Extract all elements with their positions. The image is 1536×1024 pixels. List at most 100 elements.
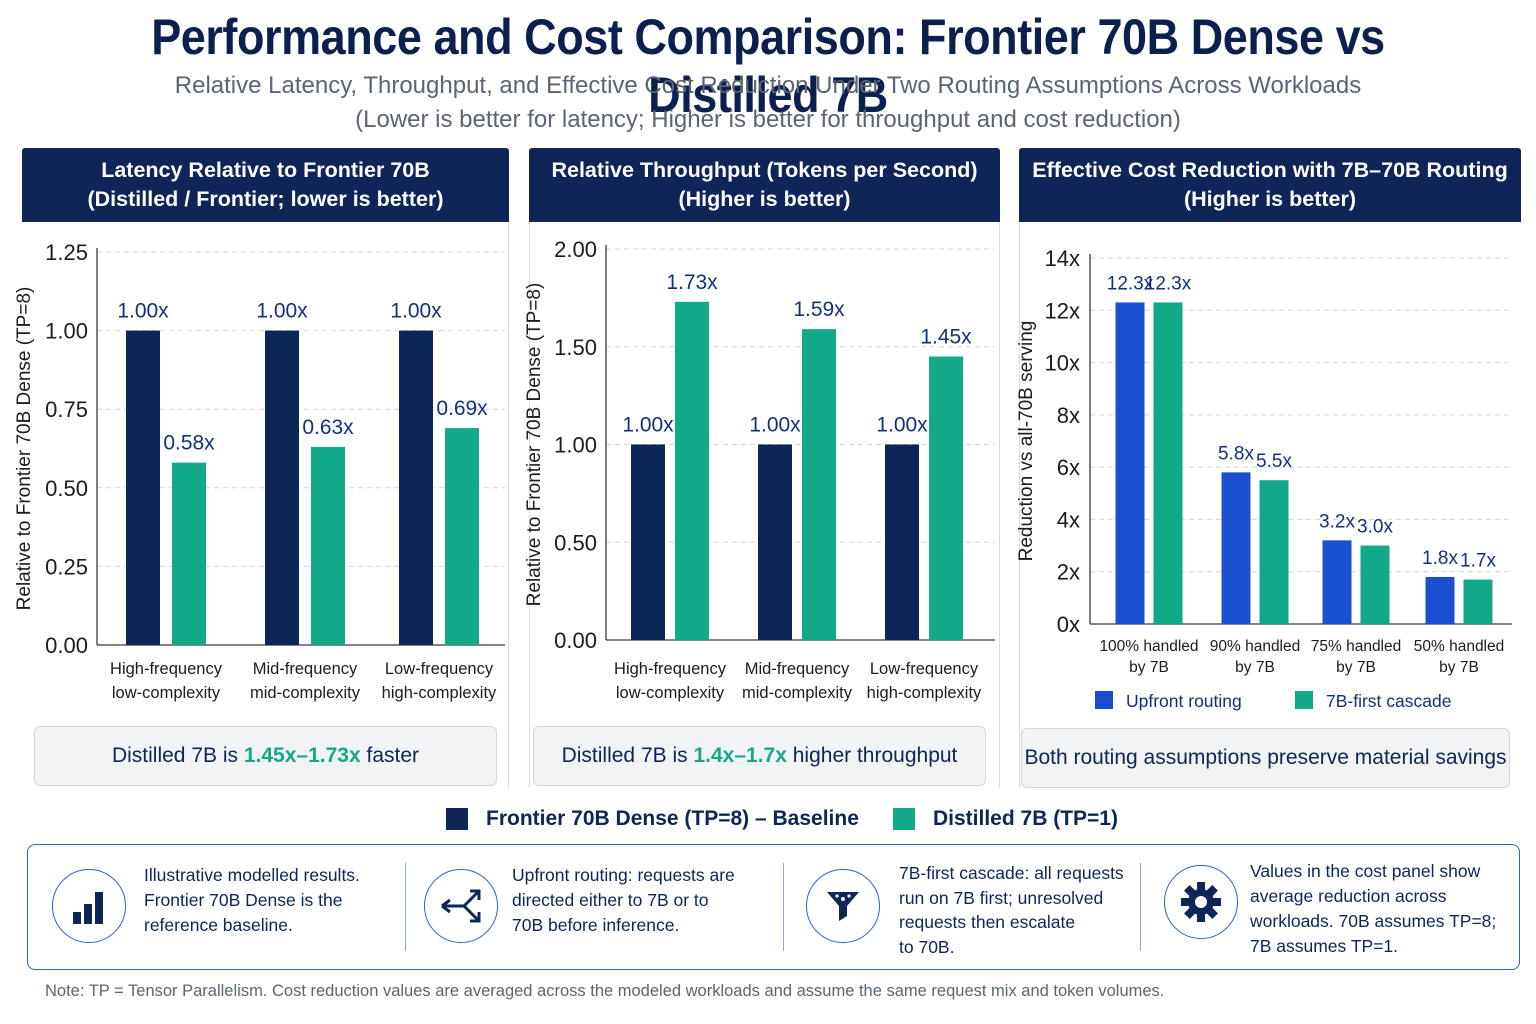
y-axis-label: Relative to Frontier 70B Dense (TP=8) xyxy=(14,287,35,611)
bar xyxy=(1153,302,1183,624)
footnote: Note: TP = Tensor Parallelism. Cost redu… xyxy=(45,982,1165,1000)
legend-label: Upfront routing xyxy=(1126,691,1242,711)
x-tick-label: mid-complexity xyxy=(742,684,853,702)
y-tick-label: 0.25 xyxy=(45,554,88,579)
x-tick-label: Low-frequency xyxy=(870,660,979,678)
bar xyxy=(1425,576,1455,624)
y-tick-label: 2x xyxy=(1057,560,1080,585)
x-tick-label: High-frequency xyxy=(110,660,223,678)
page-subtitle: Relative Latency, Throughput, and Effect… xyxy=(174,72,1362,99)
bar-chart-icon xyxy=(52,869,126,943)
legend-baseline-label: Frontier 70B Dense (TP=8) – Baseline xyxy=(486,807,859,830)
page-subtitle-note: (Lower is better for latency; Higher is … xyxy=(355,106,1181,133)
bar xyxy=(1221,472,1251,624)
latency-callout-prefix: Distilled 7B is xyxy=(111,744,244,767)
throughput-callout-prefix: Distilled 7B is xyxy=(561,744,694,767)
y-tick-label: 0.00 xyxy=(45,633,88,658)
legend-swatch xyxy=(1295,691,1313,709)
x-tick-label: 75% handled xyxy=(1311,638,1402,655)
y-tick-label: 14x xyxy=(1045,246,1080,271)
data-label: 1.00x xyxy=(749,414,801,437)
page-title: Performance and Cost Comparison: Frontie… xyxy=(151,9,1385,123)
latency-callout-accent: 1.45x–1.73x xyxy=(243,744,361,767)
latency-callout: Distilled 7B is 1.45x–1.73x faster xyxy=(34,726,497,786)
bar xyxy=(311,446,345,645)
x-tick-label: 100% handled xyxy=(1099,638,1198,655)
y-axis-label: Relative to Frontier 70B Dense (TP=8) xyxy=(524,283,545,607)
x-tick-label: by 7B xyxy=(1129,659,1169,676)
info-item-upfront: Upfront routing: requests are directed e… xyxy=(408,845,788,969)
data-label: 1.00x xyxy=(390,300,442,323)
cost-callout-text: Both routing assumptions preserve materi… xyxy=(1024,746,1507,769)
x-tick-label: mid-complexity xyxy=(250,684,361,702)
x-tick-label: high-complexity xyxy=(382,684,497,702)
gear-icon xyxy=(1164,865,1238,939)
cost-header-line1: Effective Cost Reduction with 7B–70B Rou… xyxy=(1032,158,1508,182)
bar xyxy=(1259,480,1289,624)
throughput-callout: Distilled 7B is 1.4x–1.7x higher through… xyxy=(533,726,986,786)
x-tick-label: by 7B xyxy=(1235,659,1275,676)
info-line: requests then escalate xyxy=(899,912,1076,932)
data-label: 5.8x xyxy=(1218,443,1254,464)
bar xyxy=(802,329,836,640)
data-label: 1.73x xyxy=(666,271,718,294)
cost-header-line2: (Higher is better) xyxy=(1183,187,1357,211)
data-label: 1.7x xyxy=(1460,551,1496,572)
data-label: 1.00x xyxy=(256,300,308,323)
data-label: 1.00x xyxy=(622,414,674,437)
cost-panel-header: Effective Cost Reduction with 7B–70B Rou… xyxy=(1019,148,1521,222)
info-text-baseline: Illustrative modelled results. Frontier … xyxy=(144,863,360,938)
main-legend: Frontier 70B Dense (TP=8) – Baseline Dis… xyxy=(0,804,1536,834)
y-tick-label: 1.50 xyxy=(554,335,597,360)
bar xyxy=(399,330,433,645)
cost-panel xyxy=(1019,222,1521,788)
y-tick-label: 0.00 xyxy=(554,628,597,653)
y-tick-label: 1.25 xyxy=(45,240,88,265)
info-item-cost-note: Values in the cost panel show average re… xyxy=(1142,845,1518,969)
info-line: directed either to 7B or to xyxy=(512,890,709,910)
info-box: Illustrative modelled results. Frontier … xyxy=(27,844,1520,970)
y-tick-label: 2.00 xyxy=(554,237,597,262)
throughput-panel-header: Relative Throughput (Tokens per Second) … xyxy=(529,148,1000,222)
y-tick-label: 6x xyxy=(1057,455,1080,480)
bar xyxy=(1115,302,1145,624)
info-line: workloads. 70B assumes TP=8; xyxy=(1250,911,1497,931)
x-tick-label: low-complexity xyxy=(112,684,221,702)
legend-label: 7B-first cascade xyxy=(1326,691,1451,711)
data-label: 5.5x xyxy=(1256,451,1292,472)
legend-baseline: Frontier 70B Dense (TP=8) – Baseline xyxy=(446,804,859,834)
x-tick-label: 90% handled xyxy=(1210,638,1301,655)
info-text-upfront: Upfront routing: requests are directed e… xyxy=(512,863,735,938)
info-line: run on 7B first; unresolved xyxy=(899,887,1104,908)
y-tick-label: 1.00 xyxy=(554,433,597,458)
data-label: 1.59x xyxy=(793,298,845,321)
x-tick-label: high-complexity xyxy=(867,684,982,702)
info-line: average reduction across xyxy=(1250,886,1447,906)
x-tick-label: Mid-frequency xyxy=(745,660,850,678)
y-axis-label: Reduction vs all-70B serving xyxy=(1016,321,1037,562)
y-tick-label: 8x xyxy=(1057,403,1080,428)
bar xyxy=(265,330,299,645)
latency-panel-header: Latency Relative to Frontier 70B (Distil… xyxy=(22,148,509,222)
bar xyxy=(1360,545,1390,624)
x-tick-label: low-complexity xyxy=(616,684,725,702)
legend-baseline-swatch xyxy=(446,808,468,830)
bar xyxy=(172,462,206,645)
legend-distilled-label: Distilled 7B (TP=1) xyxy=(933,807,1118,830)
bar xyxy=(929,356,963,640)
data-label: 1.8x xyxy=(1422,548,1458,569)
cost-callout: Both routing assumptions preserve materi… xyxy=(1021,728,1510,788)
bar xyxy=(126,330,160,645)
bar xyxy=(631,444,665,640)
x-tick-label: 50% handled xyxy=(1414,638,1505,655)
throughput-header-line1: Relative Throughput (Tokens per Second) xyxy=(551,158,978,182)
legend-distilled-swatch xyxy=(893,808,915,830)
info-text-cascade: 7B-first cascade: all requests run on 7B… xyxy=(899,861,1124,959)
info-separator xyxy=(783,863,784,951)
latency-header-line2: (Distilled / Frontier; lower is better) xyxy=(87,187,444,211)
x-tick-label: by 7B xyxy=(1336,659,1376,676)
data-label: 1.00x xyxy=(117,300,169,323)
y-tick-label: 4x xyxy=(1057,507,1080,532)
legend-swatch xyxy=(1095,691,1113,709)
throughput-panel xyxy=(529,222,1000,788)
